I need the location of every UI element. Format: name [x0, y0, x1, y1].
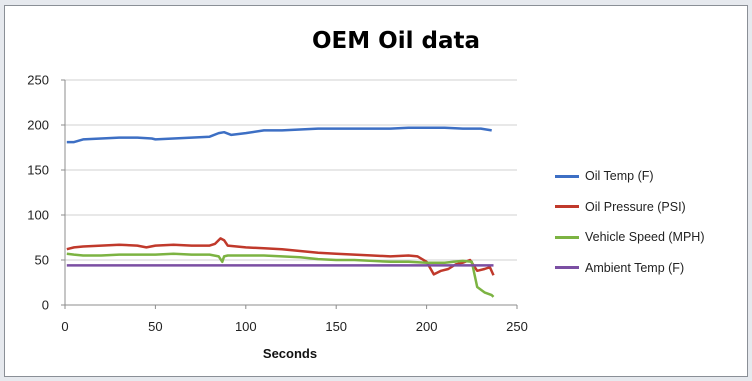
x-axis-ticks: 0 50 100 150 200 250: [61, 305, 528, 334]
y-tick-label-2: 100: [27, 208, 49, 223]
series-line-vehicle-speed-mph: [66, 252, 495, 298]
legend-item-1: Oil Pressure (PSI): [555, 196, 745, 218]
series-lines: [66, 126, 495, 298]
legend-label-1: Oil Pressure (PSI): [585, 199, 686, 214]
y-tick-label-5: 250: [27, 73, 49, 88]
legend-swatch-1: [555, 205, 579, 208]
y-tick-label-1: 50: [35, 253, 49, 268]
legend-item-2: Vehicle Speed (MPH): [555, 226, 745, 248]
x-tick-label-5: 250: [506, 319, 528, 334]
x-tick-label-1: 50: [148, 319, 162, 334]
gridlines: [65, 79, 517, 261]
legend-label-3: Ambient Temp (F): [585, 260, 685, 275]
y-tick-label-3: 150: [27, 163, 49, 178]
x-tick-label-2: 100: [235, 319, 257, 334]
x-tick-label-3: 150: [325, 319, 347, 334]
x-axis-label: Seconds: [263, 346, 317, 361]
legend-item-0: Oil Temp (F): [555, 165, 745, 187]
legend-label-2: Vehicle Speed (MPH): [585, 230, 705, 244]
legend-swatch-2: [555, 235, 579, 239]
chart-frame: [4, 5, 748, 377]
x-tick-label-4: 200: [416, 319, 438, 334]
y-axis-ticks: 0 50 100 150 200 250: [27, 73, 65, 313]
y-tick-label-0: 0: [42, 298, 49, 313]
legend: Oil Temp (F) Oil Pressure (PSI) Vehicle Sp…: [555, 165, 745, 287]
y-tick-label-4: 200: [27, 118, 49, 133]
axes: [64, 80, 517, 306]
legend-label-0: Oil Temp (F): [585, 169, 654, 183]
legend-item-3: Ambient Temp (F): [555, 257, 745, 279]
x-tick-label-0: 0: [61, 319, 68, 334]
legend-swatch-3: [555, 266, 579, 269]
chart-title: OEM Oil data: [312, 28, 480, 54]
legend-swatch-0: [555, 174, 579, 178]
series-line-oil-temp-f: [66, 126, 492, 144]
